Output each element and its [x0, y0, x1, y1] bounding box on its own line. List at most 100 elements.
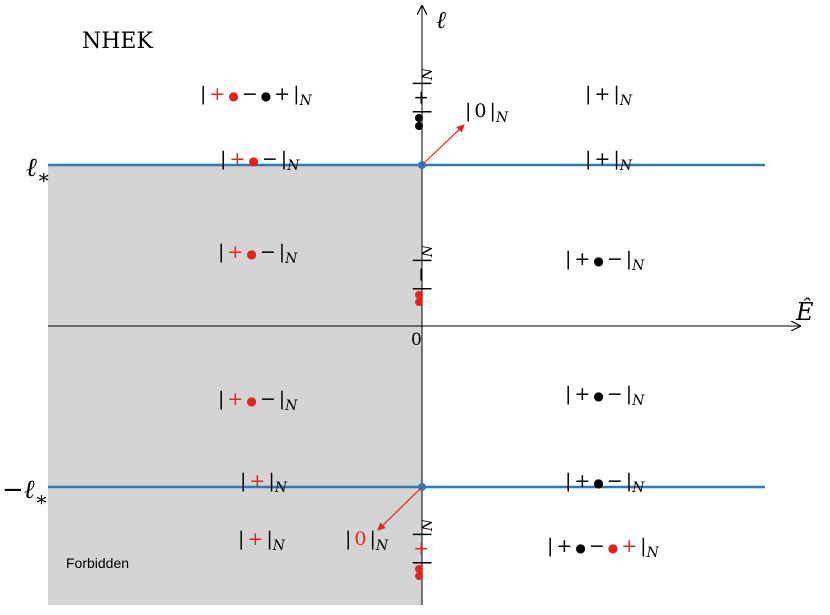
- label-part: ●: [248, 154, 258, 168]
- label-part: 0: [354, 528, 366, 550]
- label-part: |: [218, 388, 224, 410]
- label-part: |: [465, 100, 471, 122]
- label-part: ●: [593, 254, 603, 268]
- label-part: +: [209, 83, 225, 105]
- state-label: | + ● − |N: [218, 241, 298, 267]
- label-part: |: [238, 528, 244, 550]
- state-label: |+|N: [410, 518, 436, 566]
- state-label: | + ● − ● + |N: [200, 83, 313, 109]
- label-part: −: [589, 535, 605, 557]
- state-label: |−|N: [410, 244, 436, 292]
- label-sub: N: [284, 251, 298, 267]
- label-part: |: [585, 83, 591, 105]
- label-part: +: [574, 470, 590, 492]
- label-part: |: [266, 528, 272, 550]
- label-part: +: [410, 541, 432, 557]
- state-label: |+|N: [410, 67, 436, 115]
- label-part: |: [279, 388, 285, 410]
- state-label: | + ● − |N: [565, 248, 645, 274]
- label-part: |: [626, 470, 632, 492]
- label-part: |: [640, 535, 646, 557]
- state-label: |+|N: [585, 148, 633, 174]
- label-sub: N: [420, 518, 436, 532]
- label-part: |: [410, 257, 432, 263]
- label-part: ●: [593, 476, 603, 490]
- label-part: ●: [246, 394, 256, 408]
- label-part: |: [626, 383, 632, 405]
- label-part: |: [218, 241, 224, 263]
- origin-label: 0: [411, 330, 422, 350]
- label-sub: N: [286, 158, 300, 174]
- label-part: |: [281, 148, 287, 170]
- label-part: |: [565, 383, 571, 405]
- arrow: [421, 124, 465, 166]
- label-sub: N: [272, 538, 286, 554]
- label-part: |: [410, 109, 432, 115]
- label-part: |: [345, 528, 351, 550]
- label-part: ●: [575, 541, 585, 555]
- label-part: |: [220, 148, 226, 170]
- lower-label: −ℓ∗: [2, 475, 48, 511]
- lower-sub: ∗: [35, 487, 49, 511]
- label-sub: N: [299, 93, 313, 109]
- label-sub: N: [284, 398, 298, 414]
- label-part: +: [227, 241, 243, 263]
- label-part: +: [574, 248, 590, 270]
- label-part: −: [260, 388, 276, 410]
- label-part: −: [260, 241, 276, 263]
- state-label: | 0 |N: [345, 528, 389, 554]
- upper-sub: ∗: [37, 165, 51, 189]
- label-part: 0: [474, 100, 486, 122]
- label-part: −: [607, 383, 623, 405]
- label-part: +: [574, 383, 590, 405]
- label-part: ●: [228, 89, 238, 103]
- state-label: | + ● − |N: [565, 383, 645, 409]
- label-part: |: [240, 470, 246, 492]
- label-part: +: [410, 90, 432, 106]
- label-part: |: [585, 148, 591, 170]
- label-part: |: [370, 528, 376, 550]
- label-part: ●: [261, 89, 271, 103]
- dot: [415, 572, 423, 580]
- label-part: |: [613, 148, 619, 170]
- label-part: −: [607, 248, 623, 270]
- lower-text: −ℓ: [2, 475, 35, 505]
- label-part: ●: [246, 247, 256, 261]
- label-sub: N: [420, 244, 436, 258]
- label-sub: N: [631, 480, 645, 496]
- dot: [415, 298, 423, 306]
- label-part: |: [490, 100, 496, 122]
- label-sub: N: [619, 158, 633, 174]
- dot: [415, 114, 423, 122]
- label-part: |: [293, 83, 299, 105]
- label-part: |: [547, 535, 553, 557]
- label-part: |: [200, 83, 206, 105]
- label-part: −: [607, 470, 623, 492]
- label-part: |: [279, 241, 285, 263]
- x-axis-label: Ê: [795, 297, 814, 326]
- state-label: | + ● − ● + |N: [547, 535, 660, 561]
- label-part: ●: [593, 389, 603, 403]
- label-part: −: [242, 83, 258, 105]
- upper-label: ℓ∗: [26, 153, 50, 189]
- label-part: |: [410, 80, 432, 86]
- region-label: Forbidden: [66, 555, 129, 571]
- state-label: | + ● − |N: [565, 470, 645, 496]
- title: NHEK: [82, 29, 153, 54]
- forbidden-region: [48, 165, 422, 605]
- label-part: +: [594, 83, 610, 105]
- label-part: |: [410, 560, 432, 566]
- label-part: +: [247, 528, 263, 550]
- state-label: |+|N: [240, 470, 288, 496]
- state-label: | + ● − |N: [218, 388, 298, 414]
- label-part: +: [274, 83, 290, 105]
- label-part: +: [227, 388, 243, 410]
- label-part: |: [626, 248, 632, 270]
- label-sub: N: [619, 93, 633, 109]
- label-part: +: [249, 470, 265, 492]
- dot: [415, 122, 423, 130]
- dot: [415, 565, 423, 573]
- label-sub: N: [420, 67, 436, 81]
- label-part: |: [410, 286, 432, 292]
